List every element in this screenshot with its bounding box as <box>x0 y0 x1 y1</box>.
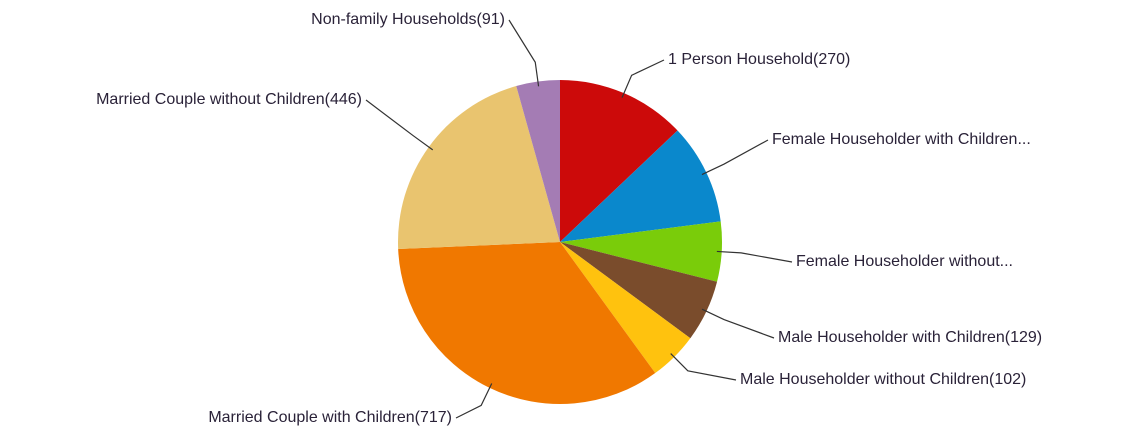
pie-slice <box>516 80 560 242</box>
leader-line <box>365 99 434 151</box>
leader-line <box>508 19 540 87</box>
slice-label: Male Householder without Children(102) <box>740 371 1026 388</box>
slice-label: Non-family Households(91) <box>311 11 505 28</box>
leader-line <box>455 383 493 419</box>
pie-slice <box>560 242 718 339</box>
leader-line <box>716 250 793 263</box>
pie-slice <box>398 242 656 404</box>
leader-line <box>701 308 775 339</box>
leader-line <box>621 59 665 98</box>
pie-slice <box>560 221 722 282</box>
pie-slice <box>560 130 721 242</box>
leader-line <box>701 139 769 176</box>
leader-line <box>670 353 737 381</box>
slice-label: Male Householder with Children(129) <box>778 329 1042 346</box>
slice-label: Married Couple without Children(446) <box>96 91 362 108</box>
slice-label: Female Householder with Children... <box>772 131 1031 148</box>
pie-slice <box>398 86 560 250</box>
pie-slice <box>560 242 691 374</box>
slice-label: Married Couple with Children(717) <box>208 409 452 426</box>
slice-label: 1 Person Household(270) <box>668 51 850 68</box>
slice-label: Female Householder without... <box>796 253 1013 270</box>
pie-slice <box>560 80 678 242</box>
